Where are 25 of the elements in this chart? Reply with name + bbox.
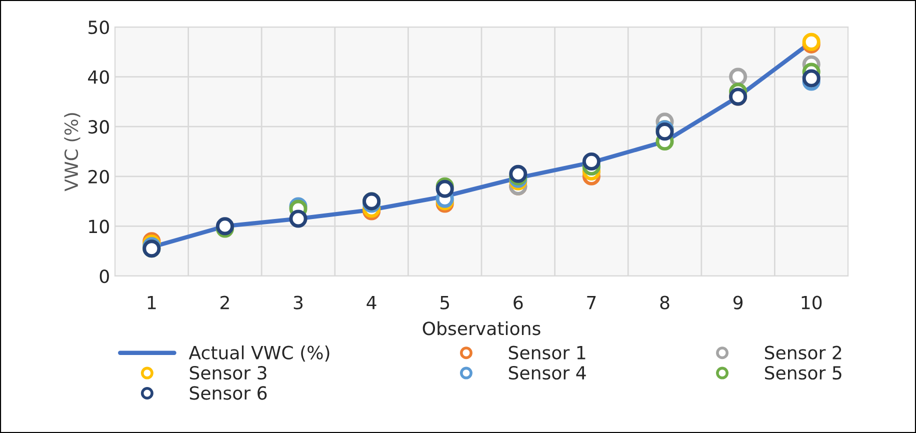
- legend-label: Sensor 3: [190, 366, 266, 380]
- x-tick-label: 9: [733, 296, 743, 310]
- y-tick-label: 20: [88, 170, 109, 184]
- y-tick-label: 40: [88, 70, 109, 84]
- y-tick-label: 50: [88, 20, 109, 34]
- y-axis-title: VWC (%): [64, 113, 80, 192]
- legend-label: Sensor 1: [508, 346, 586, 360]
- x-tick-label: 5: [440, 296, 450, 310]
- x-tick-label: 10: [802, 296, 822, 310]
- x-tick-label: 4: [366, 296, 376, 310]
- y-tick-label: 0: [100, 269, 109, 284]
- x-axis-title: Observations: [422, 321, 540, 336]
- x-tick-label: 3: [294, 296, 303, 310]
- y-tick-label: 10: [89, 220, 109, 234]
- x-tick-label: 6: [514, 296, 523, 310]
- legend-label: Sensor 6: [190, 386, 267, 400]
- x-tick-label: 1: [148, 296, 156, 310]
- legend-label: Sensor 4: [508, 366, 586, 380]
- x-tick-label: 2: [220, 296, 229, 310]
- legend-label: Actual VWC (%): [188, 345, 330, 362]
- legend-label: Sensor 5: [764, 366, 842, 380]
- legend-label: Sensor 2: [764, 346, 842, 360]
- x-tick-label: 7: [587, 296, 596, 310]
- y-tick-label: 30: [88, 120, 109, 134]
- x-tick-label: 8: [660, 296, 670, 310]
